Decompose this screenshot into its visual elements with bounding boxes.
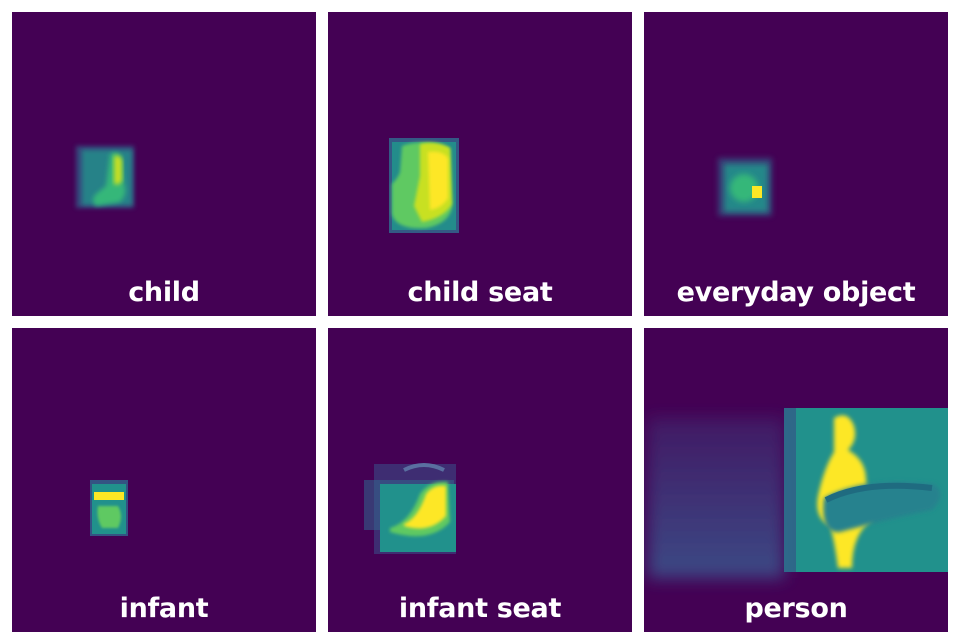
person-heatmap [648,408,948,578]
label-infant: infant [119,593,209,624]
infant-seat-heatmap [364,463,456,554]
everyday-object-heatmap [718,158,772,216]
label-child: child [128,277,200,308]
panel-child: child [12,12,316,316]
child-heatmap [76,146,134,208]
infant-heatmap [90,480,128,536]
panel-infant-seat: infant seat [328,328,632,632]
child-seat-heatmap [389,138,459,233]
panel-infant: infant [12,328,316,632]
label-person: person [744,593,848,624]
panel-person: person [644,328,948,632]
label-infant-seat: infant seat [398,593,562,624]
panel-everyday-object: everyday object [644,12,948,316]
label-everyday-object: everyday object [676,277,916,308]
panel-child-seat: child seat [328,12,632,316]
label-child-seat: child seat [407,277,553,308]
